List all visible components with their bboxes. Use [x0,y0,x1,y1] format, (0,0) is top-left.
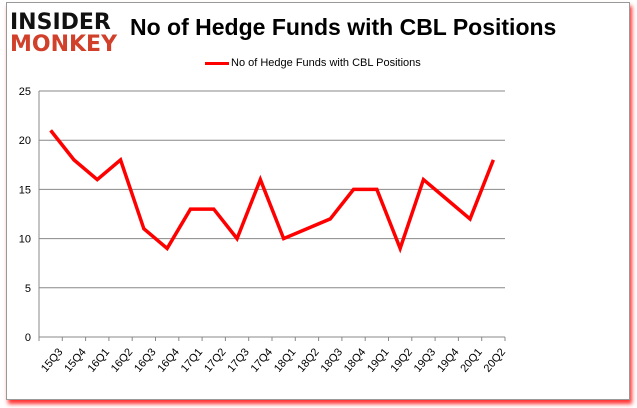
logo-line-2: MONKEY [10,32,118,57]
y-tick-label: 5 [25,283,31,295]
x-tick-label: 15Q3 [39,346,65,374]
x-tick-label: 17Q2 [202,346,228,374]
y-tick-label: 25 [19,86,31,98]
x-tick-label: 18Q3 [319,346,345,374]
x-tick-label: 18Q4 [342,346,368,374]
x-tick-label: 15Q4 [62,346,88,374]
x-tick-label: 19Q3 [412,346,438,374]
x-tick-label: 19Q4 [435,346,461,374]
x-tick-label: 16Q1 [86,346,112,374]
y-tick-label: 0 [25,332,31,344]
logo-line-1: INSIDER [10,10,111,35]
y-tick-label: 10 [19,234,31,246]
x-tick-label: 20Q1 [458,346,484,374]
x-tick-label: 18Q1 [272,346,298,374]
x-tick-label: 16Q3 [132,346,158,374]
x-tick-label: 19Q1 [365,346,391,374]
y-tick-label: 15 [19,184,31,196]
y-tick-label: 20 [19,135,31,147]
x-tick-label: 17Q4 [249,346,275,374]
x-tick-label: 18Q2 [295,346,321,374]
x-tick-label: 17Q1 [179,346,205,374]
x-tick-label: 17Q3 [225,346,251,374]
x-tick-label: 16Q4 [155,346,181,374]
x-tick-label: 16Q2 [109,346,135,374]
legend-label: No of Hedge Funds with CBL Positions [231,57,421,69]
legend: No of Hedge Funds with CBL Positions [205,57,421,69]
chart-border [6,2,630,400]
legend-swatch [205,61,229,65]
x-tick-label: 19Q2 [388,346,414,374]
insider-monkey-logo: INSIDER MONKEY [10,12,117,56]
x-tick-label: 20Q2 [482,346,508,374]
series-line [49,129,495,254]
chart-title: No of Hedge Funds with CBL Positions [130,14,557,40]
